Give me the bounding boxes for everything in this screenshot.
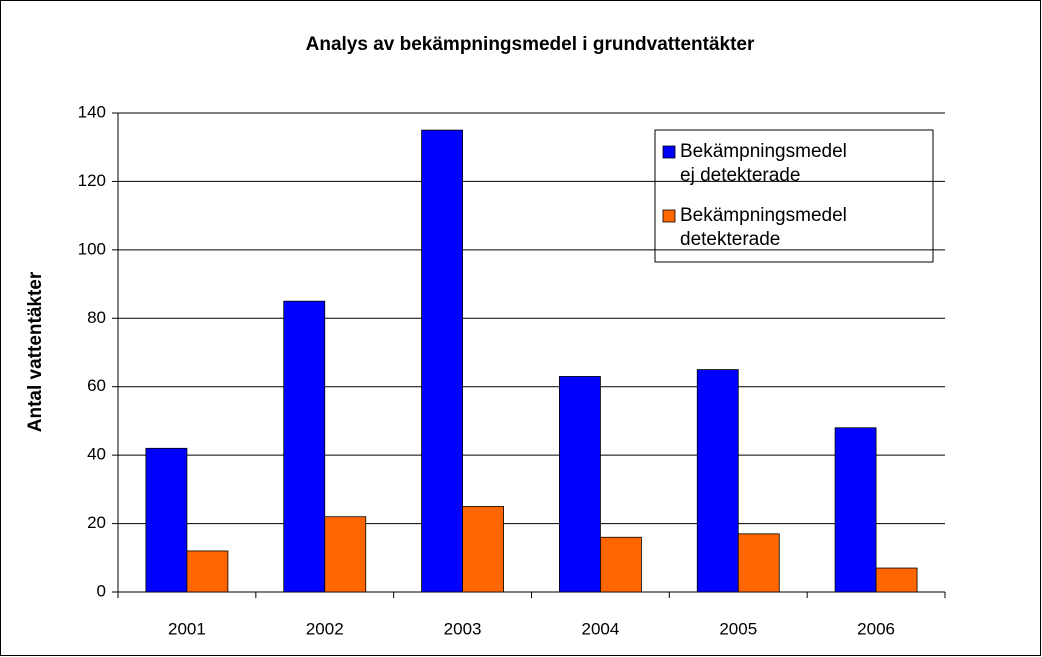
- x-tick-label: 2002: [306, 619, 344, 638]
- bar: [186, 550, 229, 593]
- y-tick-label: 100: [78, 239, 106, 258]
- y-tick-label: 120: [78, 171, 106, 190]
- y-tick-label: 140: [78, 102, 106, 121]
- legend-swatch: [662, 209, 676, 223]
- x-tick-label: 2006: [857, 619, 895, 638]
- bar: [145, 447, 188, 593]
- bar: [696, 369, 739, 593]
- bar: [737, 533, 780, 593]
- y-axis-title: Antal vattentäkter: [25, 271, 46, 432]
- y-tick-label: 0: [97, 581, 106, 600]
- bar: [559, 376, 601, 593]
- y-tick-label: 80: [87, 308, 106, 327]
- y-tick-label: 20: [87, 513, 106, 532]
- bar: [462, 506, 504, 593]
- legend-label: Bekämpningsmedel detekterade: [680, 205, 847, 250]
- legend-swatch: [662, 145, 676, 159]
- bar: [283, 300, 326, 593]
- bar: [834, 427, 877, 593]
- x-tick-label: 2004: [582, 619, 620, 638]
- bar: [600, 536, 642, 593]
- y-tick-label: 60: [87, 376, 106, 395]
- legend-label: Bekämpningsmedel ej detekterade: [680, 141, 847, 186]
- bar: [875, 567, 918, 593]
- x-tick-label: 2003: [444, 619, 482, 638]
- x-tick-label: 2005: [719, 619, 757, 638]
- bar: [421, 129, 463, 593]
- legend-box: [654, 129, 934, 263]
- chart-title: Analys av bekämpningsmedel i grundvatten…: [306, 34, 755, 55]
- x-tick-label: 2001: [168, 619, 206, 638]
- y-tick-label: 40: [87, 445, 106, 464]
- bar: [324, 516, 367, 593]
